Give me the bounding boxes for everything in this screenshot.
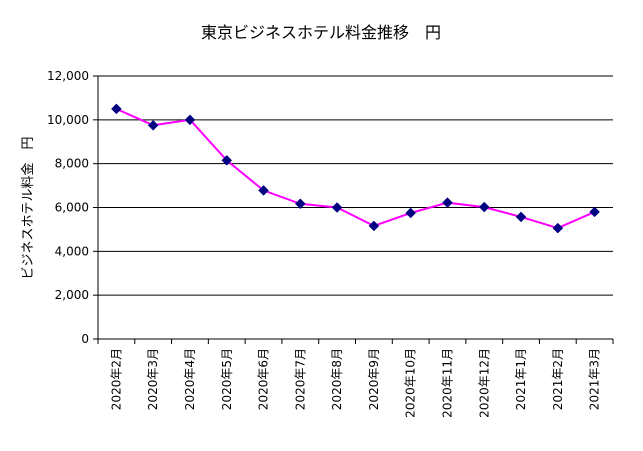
x-tick-label: 2020年5月 <box>220 348 234 410</box>
x-tick-label: 2020年2月 <box>109 348 123 410</box>
x-tick-label: 2021年1月 <box>514 348 528 410</box>
x-tick-labels: 2020年2月 2020年3月 2020年4月 2020年5月 2020年6月 2020年… <box>109 348 601 418</box>
axes <box>93 75 614 344</box>
data-point-marker <box>258 185 269 196</box>
y-tick-label: 12,000 <box>47 69 89 83</box>
data-point-marker <box>442 197 453 209</box>
data-point-marker <box>331 202 343 213</box>
x-tick-label: 2020年9月 <box>367 348 381 410</box>
data-point-marker <box>184 114 196 126</box>
y-tick-label: 2,000 <box>55 288 89 302</box>
chart-title: 東京ビジネスホテル料金推移 円 <box>201 23 441 42</box>
marker-layer <box>111 103 600 234</box>
data-point-marker <box>515 211 527 223</box>
x-tick-label: 2020年4月 <box>183 348 197 410</box>
x-tick-label: 2020年8月 <box>330 348 344 410</box>
data-point-marker <box>147 119 159 131</box>
data-point-marker <box>368 220 380 232</box>
data-point-marker <box>221 155 233 166</box>
series-layer <box>115 107 596 230</box>
data-point-marker <box>589 206 600 218</box>
x-tick-label: 2020年7月 <box>293 348 307 410</box>
data-point-marker <box>405 207 417 219</box>
y-tick-label: 0 <box>81 332 89 346</box>
y-axis-label: ビジネスホテル料金 円 <box>20 136 36 279</box>
y-tick-label: 6,000 <box>55 201 89 215</box>
data-point-marker <box>552 222 564 234</box>
data-point-marker <box>111 103 122 115</box>
x-tick-label: 2020年10月 <box>404 348 418 418</box>
x-tick-label: 2020年3月 <box>146 348 160 410</box>
y-tick-label: 4,000 <box>55 244 89 258</box>
x-tick-label: 2020年12月 <box>477 348 491 418</box>
gridlines <box>98 75 613 296</box>
y-tick-labels: 0 2,000 4,000 6,000 8,000 10,000 12,000 <box>47 69 89 346</box>
series-line <box>115 107 596 230</box>
data-point-marker <box>294 198 306 210</box>
y-tick-label: 10,000 <box>47 113 89 127</box>
x-tick-label: 2021年2月 <box>551 348 565 410</box>
x-tick-label: 2021年3月 <box>588 348 602 410</box>
data-point-marker <box>478 201 490 213</box>
y-tick-label: 8,000 <box>55 157 89 171</box>
x-tick-label: 2020年11月 <box>440 348 454 418</box>
x-tick-label: 2020年6月 <box>257 348 271 410</box>
